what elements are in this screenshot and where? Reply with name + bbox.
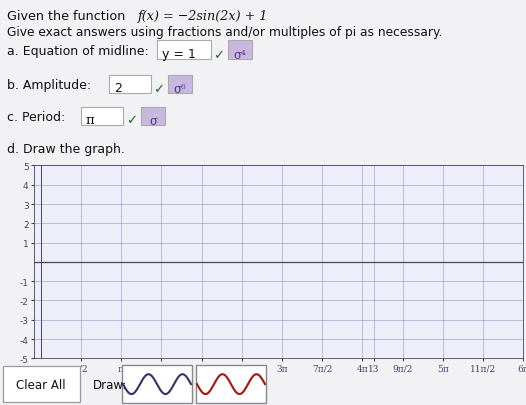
Text: f(x) = −2sin(2x) + 1: f(x) = −2sin(2x) + 1 <box>138 10 268 23</box>
Text: ✓: ✓ <box>213 49 224 62</box>
Text: σ⁶: σ⁶ <box>174 83 186 96</box>
Text: π: π <box>86 113 95 126</box>
FancyBboxPatch shape <box>122 365 192 403</box>
Text: Give exact answers using fractions and/or multiples of pi as necessary.: Give exact answers using fractions and/o… <box>7 26 442 39</box>
Text: d. Draw the graph.: d. Draw the graph. <box>7 142 125 155</box>
FancyBboxPatch shape <box>141 107 165 125</box>
FancyBboxPatch shape <box>157 41 211 60</box>
Text: σ: σ <box>149 114 157 127</box>
Text: y = 1: y = 1 <box>162 48 196 61</box>
Text: 2: 2 <box>114 81 122 94</box>
Text: a. Equation of midline:: a. Equation of midline: <box>7 45 149 58</box>
Text: ✓: ✓ <box>126 114 137 127</box>
FancyBboxPatch shape <box>81 107 123 125</box>
FancyBboxPatch shape <box>109 76 151 94</box>
FancyBboxPatch shape <box>228 41 252 60</box>
Text: c. Period:: c. Period: <box>7 110 65 123</box>
Text: σ⁴: σ⁴ <box>234 49 246 62</box>
FancyBboxPatch shape <box>3 367 80 402</box>
FancyBboxPatch shape <box>168 76 192 94</box>
Text: Clear All: Clear All <box>16 378 66 391</box>
Text: b. Amplitude:: b. Amplitude: <box>7 79 91 92</box>
Text: Draw:: Draw: <box>93 378 127 391</box>
FancyBboxPatch shape <box>196 365 266 403</box>
Text: ✓: ✓ <box>153 83 164 96</box>
Text: Given the function: Given the function <box>7 10 129 23</box>
